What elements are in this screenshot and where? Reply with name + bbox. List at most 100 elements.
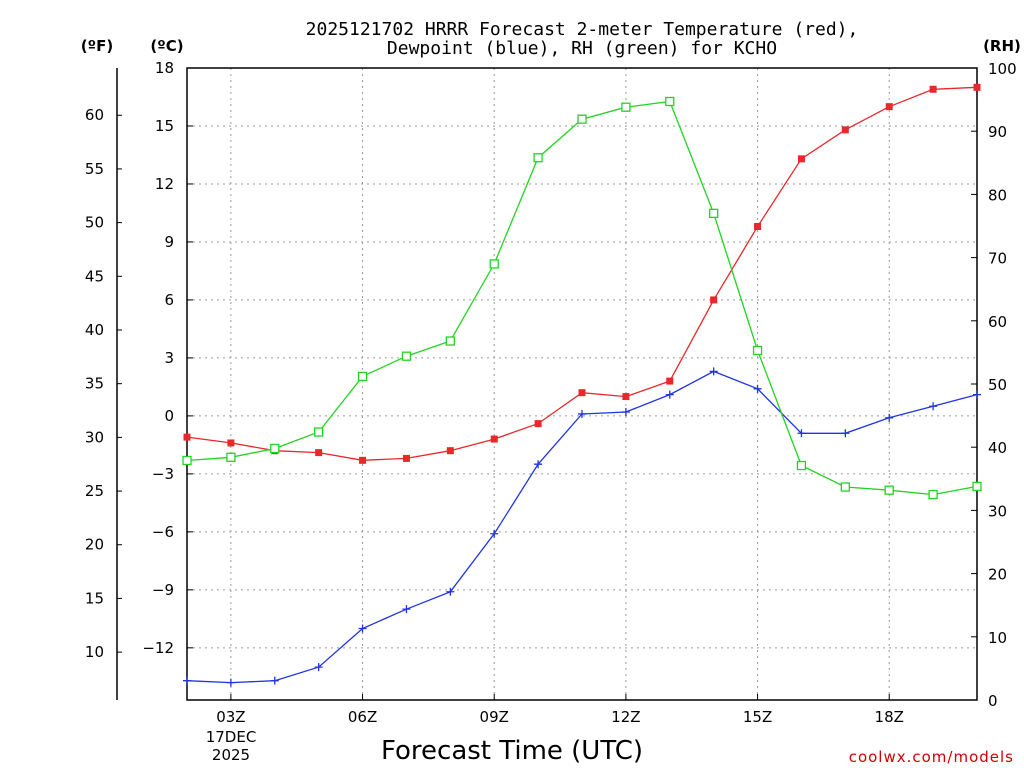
- dewpoint-line: [186, 370, 978, 684]
- rh-point: [357, 371, 368, 382]
- dewpoint-point: [578, 409, 586, 418]
- rh-point: [709, 208, 719, 219]
- dewpoint-point: [402, 605, 411, 614]
- rh-point: [577, 114, 587, 124]
- temperature-point: [359, 456, 367, 464]
- celsius-unit-label: (ºC): [150, 37, 183, 55]
- fahrenheit-tick-label: 50: [85, 214, 104, 232]
- celsius-tick-label: 18: [155, 59, 174, 77]
- rh-tick-label: 30: [988, 502, 1007, 520]
- rh-point: [314, 427, 324, 437]
- data-series: [182, 83, 982, 687]
- fahrenheit-tick-label: 15: [85, 589, 104, 607]
- rh-point: [928, 489, 938, 500]
- rh-point: [226, 452, 236, 462]
- rh-tick-label: 0: [988, 692, 998, 710]
- x-tick-label: 18Z: [875, 708, 904, 726]
- rh-point: [840, 482, 850, 492]
- temperature-point: [622, 393, 630, 401]
- temperature-point: [973, 83, 981, 91]
- rh-tick-label: 10: [988, 629, 1007, 647]
- fahrenheit-tick-label: 55: [85, 160, 104, 178]
- gridlines: [187, 68, 977, 700]
- celsius-tick-label: −12: [142, 639, 174, 657]
- axes: 03Z 06Z 09Z 12Z 15Z 18Z1815129630−3−6−9−12605…: [85, 59, 1017, 726]
- rh-point: [401, 351, 412, 361]
- celsius-tick-label: 9: [164, 233, 174, 251]
- rh-tick-label: 80: [988, 186, 1007, 204]
- chart-title-line-2: Dewpoint (blue), RH (green) for KCHO: [387, 38, 777, 59]
- rh-tick-label: 60: [988, 313, 1007, 331]
- chart-title-line-1: 2025121702 HRRR Forecast 2-meter Tempera…: [306, 19, 859, 40]
- dewpoint-point: [841, 429, 850, 438]
- dewpoint-point: [358, 624, 367, 633]
- temperature-point: [183, 433, 191, 441]
- x-tick-label: 12Z: [611, 708, 640, 726]
- dewpoint-point: [973, 390, 981, 399]
- x-tick-label: 15Z: [743, 708, 772, 726]
- dewpoint-point: [797, 429, 806, 438]
- temperature-point: [227, 439, 235, 447]
- temperature-point: [885, 103, 893, 111]
- temperature-point: [666, 377, 674, 385]
- dewpoint-point: [753, 384, 762, 393]
- rh-tick-label: 70: [988, 250, 1007, 268]
- temperature-point: [402, 454, 410, 462]
- celsius-tick-label: 15: [155, 117, 174, 135]
- temperature-point: [578, 389, 586, 397]
- celsius-tick-label: −9: [152, 581, 174, 599]
- temperature-point: [490, 435, 498, 443]
- temperature-point: [797, 155, 805, 163]
- fahrenheit-tick-label: 25: [85, 482, 104, 500]
- fahrenheit-tick-label: 20: [85, 536, 104, 554]
- date-label-day: 17DEC: [206, 728, 257, 746]
- rh-tick-label: 90: [988, 123, 1007, 141]
- rh-point: [533, 153, 543, 163]
- rh-point: [445, 336, 455, 346]
- rh-point: [182, 455, 192, 466]
- rh-point: [621, 102, 631, 112]
- temperature-point: [929, 85, 937, 93]
- rh-tick-label: 100: [988, 60, 1017, 78]
- rh-point: [489, 259, 499, 269]
- fahrenheit-tick-label: 40: [85, 321, 104, 339]
- rh-point: [665, 96, 675, 107]
- date-label-year: 2025: [212, 746, 250, 764]
- rh-point: [752, 345, 763, 356]
- celsius-tick-label: 6: [164, 291, 174, 309]
- temperature-point: [710, 296, 718, 304]
- temperature-point: [754, 222, 762, 230]
- fahrenheit-tick-label: 35: [85, 375, 104, 393]
- celsius-tick-label: 0: [164, 407, 174, 425]
- fahrenheit-tick-label: 45: [85, 267, 104, 285]
- celsius-tick-label: −3: [152, 465, 174, 483]
- dewpoint-point: [534, 460, 543, 469]
- dewpoint-point: [226, 678, 235, 687]
- rh-tick-label: 20: [988, 566, 1007, 584]
- fahrenheit-unit-label: (ºF): [81, 37, 113, 55]
- celsius-tick-label: 3: [164, 349, 174, 367]
- dewpoint-point: [621, 408, 630, 417]
- fahrenheit-tick-label: 30: [85, 428, 104, 446]
- dewpoint-point: [446, 587, 455, 596]
- dewpoint-point: [314, 663, 323, 672]
- temperature-point: [534, 420, 542, 428]
- rh-unit-label: (RH): [983, 37, 1021, 55]
- x-tick-label: 06Z: [348, 708, 377, 726]
- temperature-line: [186, 86, 978, 461]
- rh-point: [270, 443, 280, 454]
- rh-point: [884, 485, 894, 495]
- celsius-tick-label: −6: [152, 523, 174, 541]
- dewpoint-point: [270, 676, 279, 685]
- rh-tick-label: 40: [988, 439, 1007, 457]
- dewpoint-point: [885, 413, 894, 422]
- temperature-point: [841, 126, 849, 134]
- rh-tick-label: 50: [988, 376, 1007, 394]
- dewpoint-point: [929, 402, 938, 411]
- rh-point: [972, 481, 982, 492]
- dewpoint-point: [183, 676, 191, 685]
- rh-point: [796, 460, 807, 471]
- temperature-point: [446, 447, 454, 455]
- celsius-tick-label: 12: [155, 175, 174, 193]
